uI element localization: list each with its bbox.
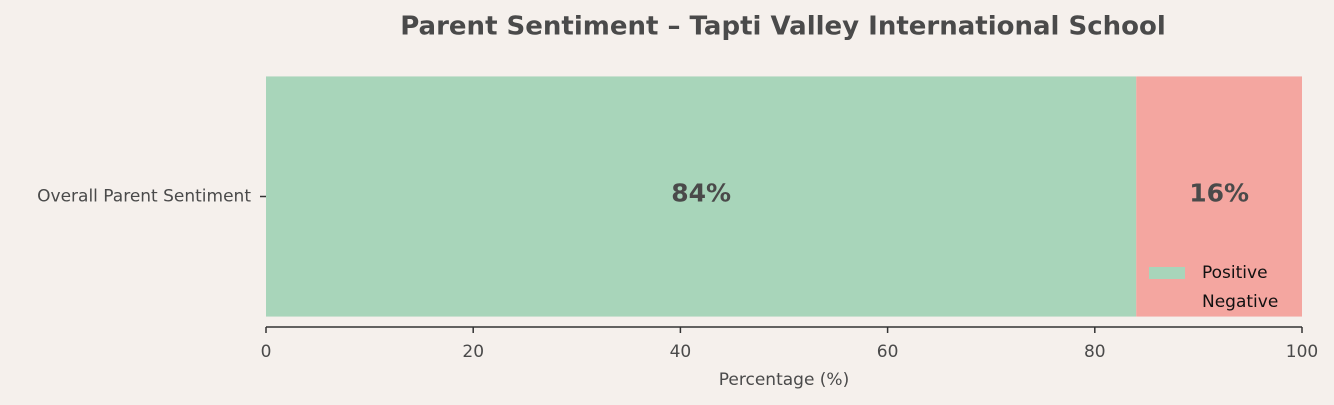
x-tick-label: 60 (877, 342, 899, 362)
x-tick-label: 100 (1286, 342, 1318, 362)
x-tick-label: 20 (462, 342, 484, 362)
x-tick-label: 0 (261, 342, 272, 362)
chart-title: Parent Sentiment – Tapti Valley Internat… (400, 12, 1166, 42)
y-tick-label: Overall Parent Sentiment (37, 187, 251, 207)
legend-swatch (1149, 267, 1185, 279)
x-tick-label: 80 (1084, 342, 1106, 362)
bar (266, 76, 1137, 317)
x-tick-label: 40 (670, 342, 692, 362)
value-label: 84% (671, 179, 731, 208)
legend-label: Negative (1202, 292, 1278, 312)
legend-label: Positive (1202, 263, 1268, 283)
legend-swatch (1149, 296, 1185, 308)
x-axis-label: Percentage (%) (719, 370, 849, 390)
value-label: 16% (1189, 179, 1249, 208)
